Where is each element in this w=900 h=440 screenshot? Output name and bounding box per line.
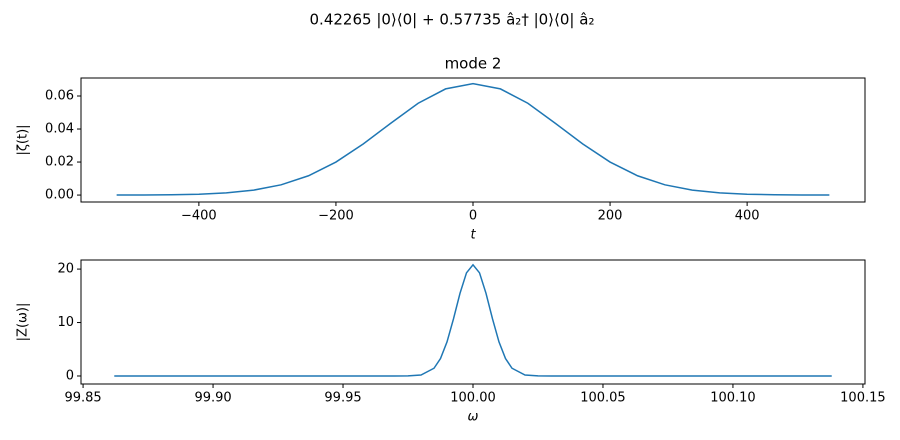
y-tick-label: 0.06 [45, 88, 74, 103]
x-tick-label: 100.05 [580, 391, 626, 406]
chart-title: mode 2 [445, 55, 502, 73]
x-tick-label: −400 [181, 209, 217, 224]
x-tick-label: 99.90 [194, 391, 231, 406]
x-axis-label: ω [468, 410, 479, 425]
x-axis-label: t [470, 228, 476, 243]
x-tick-label: 99.95 [324, 391, 361, 406]
x-tick-label: 100.10 [710, 391, 756, 406]
y-tick-label: 20 [57, 262, 74, 277]
axes-frame [80, 77, 866, 203]
y-tick-label: 0.00 [45, 188, 74, 203]
x-tick-label: 400 [735, 209, 760, 224]
y-tick-label: 0.04 [45, 122, 74, 137]
x-tick-label: 0 [469, 209, 477, 224]
y-axis-label: |Z(ω)| [16, 303, 31, 342]
y-tick-label: 0.02 [45, 155, 74, 170]
x-tick-label: 100.15 [840, 391, 886, 406]
data-line [116, 82, 830, 196]
y-tick-label: 0 [66, 368, 74, 383]
axes-frame [80, 259, 866, 385]
x-tick-label: −200 [318, 209, 354, 224]
y-tick-label: 10 [57, 315, 74, 330]
figure-title: 0.42265 |0⟩⟨0| + 0.57735 â₂† |0⟩⟨0| â₂ [310, 11, 595, 29]
data-line [114, 263, 832, 377]
x-tick-label: 99.85 [64, 391, 101, 406]
y-axis-label: |ζ(t)| [16, 124, 31, 155]
x-tick-label: 100.00 [450, 391, 496, 406]
x-tick-label: 200 [598, 209, 623, 224]
